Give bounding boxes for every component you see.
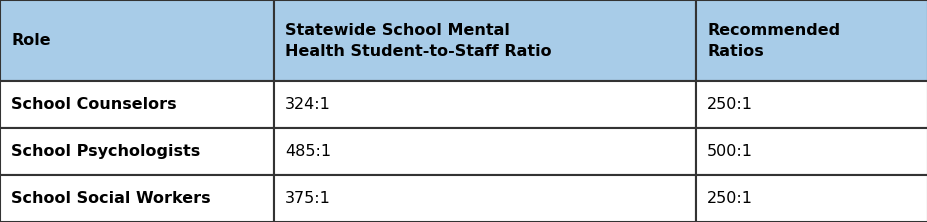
Text: 250:1: 250:1 [706,97,753,112]
Bar [695,128,927,175]
Bar [0,0,273,81]
Bar [695,0,927,81]
Bar [273,0,695,81]
Bar [0,175,273,222]
Text: Recommended
Ratios: Recommended Ratios [706,22,839,59]
Text: School Social Workers: School Social Workers [11,191,210,206]
Bar [695,175,927,222]
Bar [0,128,273,175]
Bar [273,128,695,175]
Text: 375:1: 375:1 [285,191,330,206]
Text: Role: Role [11,33,51,48]
Bar [695,81,927,128]
Bar [0,81,273,128]
Text: 250:1: 250:1 [706,191,753,206]
Bar [273,175,695,222]
Text: School Counselors: School Counselors [11,97,176,112]
Text: Statewide School Mental
Health Student-to-Staff Ratio: Statewide School Mental Health Student-t… [285,22,551,59]
Text: 324:1: 324:1 [285,97,330,112]
Text: 500:1: 500:1 [706,144,753,159]
Text: School Psychologists: School Psychologists [11,144,200,159]
Text: 485:1: 485:1 [285,144,331,159]
Bar [273,81,695,128]
